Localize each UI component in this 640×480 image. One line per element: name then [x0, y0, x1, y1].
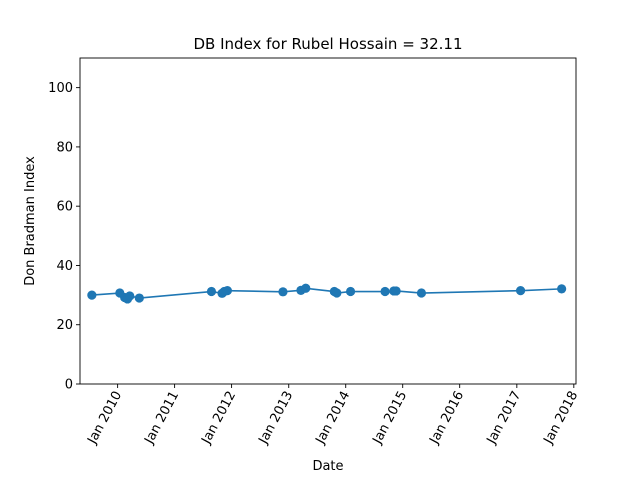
axes-frame: [79, 57, 577, 385]
data-point: [380, 286, 390, 297]
data-point: [125, 291, 135, 301]
data-point: [206, 286, 217, 297]
y-tick-label: 40: [56, 259, 73, 274]
series-line: [91, 287, 562, 300]
x-tick-label: Jan 2011: [142, 389, 183, 447]
x-tick-label: Jan 2012: [199, 389, 240, 447]
x-tick-label: Jan 2013: [256, 389, 297, 447]
y-axis-label: Don Bradman Index: [23, 156, 38, 286]
data-point: [87, 290, 97, 300]
data-point: [557, 284, 567, 294]
y-tick-label: 20: [56, 318, 73, 333]
x-tick-label: Jan 2018: [541, 389, 582, 447]
x-tick-label: Jan 2010: [85, 389, 126, 447]
data-point: [332, 288, 342, 298]
data-point: [222, 286, 232, 296]
x-tick-label: Jan 2017: [484, 389, 525, 447]
x-tick-label: Jan 2014: [313, 389, 354, 447]
x-tick-label: Jan 2016: [427, 389, 468, 447]
x-axis-label: Date: [312, 459, 343, 474]
chart-title: DB Index for Rubel Hossain = 32.11: [193, 35, 462, 53]
data-point: [345, 286, 356, 297]
y-tick-label: 100: [48, 81, 73, 96]
data-point: [416, 288, 427, 298]
y-tick-label: 80: [56, 140, 73, 155]
y-tick-label: 0: [65, 378, 73, 393]
data-point: [391, 286, 401, 296]
data-point: [301, 283, 311, 293]
data-point: [278, 287, 288, 297]
plot-area: 0 20 40 60 80 100 Jan 2010 Jan 2011 Jan 2012 Jan …: [48, 57, 582, 447]
data-point: [515, 286, 526, 296]
x-tick-label: Jan 2015: [370, 389, 411, 447]
y-tick-label: 60: [56, 200, 73, 215]
data-point: [134, 293, 144, 303]
